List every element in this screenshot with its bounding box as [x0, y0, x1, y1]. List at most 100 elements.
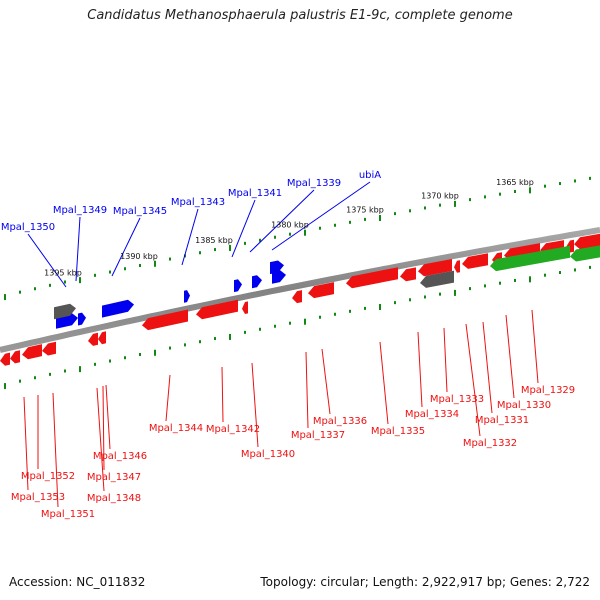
leader-line — [505, 314, 515, 399]
leader-line — [465, 323, 481, 437]
outer-tick — [214, 248, 216, 252]
outer-tick — [169, 257, 171, 261]
gene-label[interactable]: Mpal_1343 — [171, 197, 225, 208]
ruler-label: 1395 kbp — [44, 269, 82, 278]
gene-label[interactable]: Mpal_1331 — [475, 415, 529, 426]
inner-tick — [199, 340, 201, 344]
gene-label[interactable]: Mpal_1337 — [291, 430, 345, 441]
inner-tick — [139, 352, 141, 356]
gene-arrow[interactable] — [234, 279, 242, 293]
gene-label[interactable]: Mpal_1349 — [53, 205, 107, 216]
inner-tick — [289, 321, 291, 325]
inner-tick — [394, 301, 396, 305]
gene-arrow[interactable] — [346, 267, 398, 289]
genome-backbone-shade — [0, 227, 600, 353]
gene-arrow[interactable] — [88, 332, 98, 346]
gene-arrow[interactable] — [308, 282, 334, 299]
gene-arrow[interactable] — [462, 253, 488, 269]
leader-line — [271, 181, 371, 251]
inner-tick — [124, 356, 126, 360]
inner-tick — [469, 287, 471, 291]
gene-arrow[interactable] — [272, 270, 286, 284]
leader-line — [321, 348, 331, 415]
gene-arrow[interactable] — [10, 350, 20, 364]
gene-label[interactable]: Mpal_1329 — [521, 385, 575, 396]
gene-label[interactable]: Mpal_1334 — [405, 409, 459, 420]
outer-tick — [364, 217, 366, 221]
gene-label[interactable]: Mpal_1344 — [149, 423, 203, 434]
outer-tick — [469, 198, 471, 202]
gene-label[interactable]: Mpal_1342 — [206, 424, 260, 435]
ruler-label: 1375 kbp — [346, 206, 384, 215]
leader-line — [27, 233, 67, 288]
inner-tick — [574, 268, 576, 272]
inner-tick — [424, 295, 426, 299]
gene-arrow[interactable] — [270, 260, 284, 275]
gene-arrow[interactable] — [142, 309, 188, 331]
gene-label[interactable]: Mpal_1341 — [228, 188, 282, 199]
gene-arrow[interactable] — [22, 344, 42, 360]
inner-tick — [514, 278, 516, 282]
inner-tick — [34, 376, 36, 380]
gene-arrow[interactable] — [78, 312, 86, 326]
gene-label[interactable]: Mpal_1336 — [313, 416, 367, 427]
gene-arrow[interactable] — [574, 233, 600, 250]
outer-tick — [439, 203, 441, 207]
gene-arrow[interactable] — [242, 301, 248, 314]
gene-arrow[interactable] — [0, 352, 10, 366]
ruler-label: 1370 kbp — [421, 191, 459, 200]
gene-label[interactable]: Mpal_1353 — [11, 492, 65, 503]
leader-line — [305, 351, 309, 429]
gene-arrow[interactable] — [400, 267, 416, 282]
gene-label[interactable]: Mpal_1340 — [241, 449, 295, 460]
gene-label[interactable]: Mpal_1335 — [371, 426, 425, 437]
gene-label[interactable]: ubiA — [359, 170, 381, 181]
gene-label[interactable]: Mpal_1339 — [287, 178, 341, 189]
gene-label[interactable]: Mpal_1330 — [497, 400, 551, 411]
inner-tick — [169, 346, 171, 350]
gene-label[interactable]: Mpal_1347 — [87, 472, 141, 483]
outer-tick — [154, 260, 156, 267]
leader-line — [482, 321, 493, 414]
outer-tick — [229, 244, 231, 251]
inner-tick — [484, 284, 486, 288]
gene-arrow[interactable] — [252, 275, 262, 289]
gene-label[interactable]: Mpal_1352 — [21, 471, 75, 482]
gene-label[interactable]: Mpal_1333 — [430, 394, 484, 405]
leader-line — [165, 374, 171, 422]
gene-arrow[interactable] — [102, 299, 134, 318]
gene-arrow[interactable] — [42, 341, 56, 356]
outer-tick — [304, 229, 306, 236]
gene-arrow[interactable] — [490, 245, 570, 272]
outer-tick — [589, 176, 591, 180]
gene-label[interactable]: Mpal_1345 — [113, 206, 167, 217]
gene-arrow[interactable] — [454, 260, 460, 273]
gene-arrow[interactable] — [418, 259, 452, 277]
gene-arrow[interactable] — [98, 331, 106, 345]
inner-tick — [244, 330, 246, 334]
outer-tick — [139, 263, 141, 267]
gene-arrow[interactable] — [570, 245, 600, 262]
outer-tick — [319, 226, 321, 230]
gene-label[interactable]: Mpal_1351 — [41, 509, 95, 520]
gene-arrow[interactable] — [196, 299, 238, 320]
gene-arrow[interactable] — [292, 290, 302, 304]
gene-label[interactable]: Mpal_1350 — [1, 222, 55, 233]
inner-tick — [274, 324, 276, 328]
gene-label[interactable]: Mpal_1346 — [93, 451, 147, 462]
gene-arrow[interactable] — [54, 303, 76, 320]
inner-tick — [319, 315, 321, 319]
gene-arrow[interactable] — [420, 270, 454, 288]
inner-tick — [49, 372, 51, 376]
leader-line — [417, 331, 423, 408]
outer-tick — [4, 294, 6, 301]
inner-tick — [214, 337, 216, 341]
outer-tick — [289, 232, 291, 236]
gene-arrow[interactable] — [184, 290, 190, 303]
gene-label[interactable]: Mpal_1348 — [87, 493, 141, 504]
outer-tick — [424, 206, 426, 210]
gene-label[interactable]: Mpal_1332 — [463, 438, 517, 449]
inner-tick — [589, 265, 591, 269]
outer-tick — [544, 184, 546, 188]
